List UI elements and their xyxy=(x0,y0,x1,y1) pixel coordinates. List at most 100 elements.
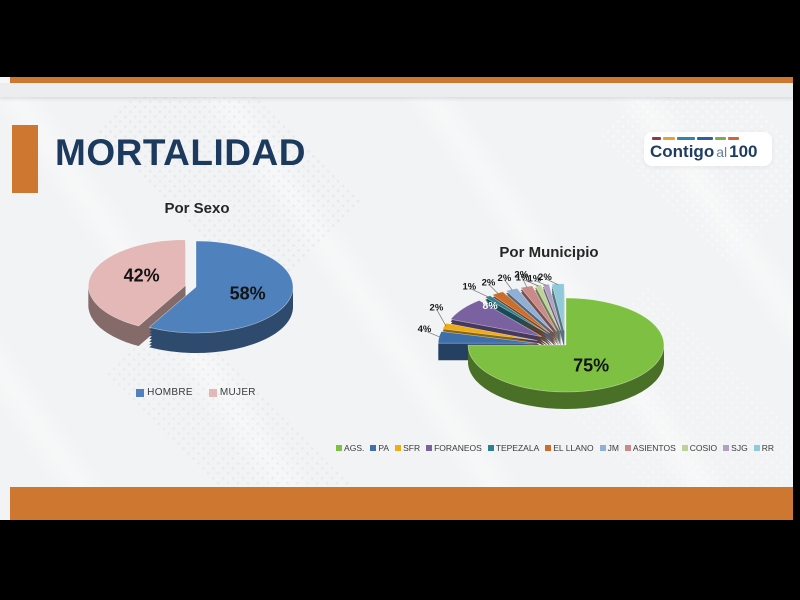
legend-item-tepezala: TEPEZALA xyxy=(487,443,540,453)
bottom-accent-bar xyxy=(10,487,793,520)
pie-label-hombre: 58% xyxy=(230,284,266,304)
chart-title-por-municipio: Por Municipio xyxy=(499,244,599,261)
logo-dash xyxy=(697,137,713,140)
logo-color-dashes xyxy=(652,137,764,140)
pie-label-asientos: 2% xyxy=(514,269,528,280)
logo-word-100: 100 xyxy=(729,142,758,161)
legend-swatch xyxy=(395,445,402,451)
legend-item-mujer: MUJER xyxy=(208,387,256,398)
legend-swatch xyxy=(487,445,494,451)
pie-slice-mujer xyxy=(88,239,186,327)
legend-label: PA xyxy=(378,443,390,453)
legend-swatch xyxy=(208,388,217,397)
logo-dash xyxy=(663,137,675,140)
pie-slice-wall-sjg xyxy=(542,286,562,334)
pie-label-leader xyxy=(469,287,489,298)
legend-item-rr: RR xyxy=(753,443,774,453)
legend-item-foraneos: FORANEOS xyxy=(426,443,482,453)
pie-label-sfr: 2% xyxy=(430,302,444,313)
title-accent-block xyxy=(12,125,38,193)
legend-label: RR xyxy=(761,443,774,453)
legend-label: SJG xyxy=(731,443,748,453)
pie-label-leader xyxy=(504,279,513,291)
legend-item-pa: PA xyxy=(370,443,389,453)
legend-swatch xyxy=(545,445,552,451)
pie-slice-wall-asientos xyxy=(520,288,557,334)
pie-label-leader xyxy=(436,308,447,327)
legend-item-sfr: SFR xyxy=(395,443,420,453)
legend-item-sjg: SJG xyxy=(723,443,748,453)
legend-label: FORANEOS xyxy=(434,443,482,453)
pie-label-foraneos: 8% xyxy=(483,300,499,312)
legend-item-asientos: ASIENTOS xyxy=(624,443,676,453)
legend-swatch xyxy=(681,445,688,451)
pie-slice-wall-cosio xyxy=(535,289,560,336)
pie-charts-canvas: 58%42%75%4%2% 8%1% 2% 2% 2%1%1%2% xyxy=(88,239,665,409)
pie-slice-foraneos xyxy=(450,299,542,337)
pie-slice-hombre xyxy=(148,240,294,334)
pie-label-pa: 4% xyxy=(418,324,432,335)
logo-dash xyxy=(677,137,695,140)
pie-label-leader xyxy=(520,275,528,288)
legend-label: AGS. xyxy=(344,443,365,453)
pie-slice-sfr xyxy=(442,322,538,341)
legend-item-ags-: AGS. xyxy=(336,443,364,453)
logo-dash xyxy=(652,137,661,140)
legend-swatch xyxy=(753,445,760,451)
pie-slice-wall-tepezala xyxy=(485,300,548,339)
pie-label-leader xyxy=(544,278,559,285)
pie-slice-rr xyxy=(551,283,565,331)
legend-label: COSIO xyxy=(689,443,718,453)
pie-slice-wall-cosio xyxy=(535,287,560,334)
legend-item-cosio: COSIO xyxy=(681,443,718,453)
legend-swatch xyxy=(336,445,343,451)
pie-label-leader xyxy=(522,278,539,287)
contigo-al-100-logo: Contigo al 100 xyxy=(644,132,772,166)
pie-label-leader xyxy=(424,330,442,338)
pie-slice-wall-tepezala xyxy=(485,298,548,337)
header-band xyxy=(0,83,793,97)
logo-dash xyxy=(728,137,739,140)
legend-label: TEPEZALA xyxy=(495,443,540,453)
legend-swatch xyxy=(723,445,730,451)
pie-label-sjg: 1% xyxy=(528,274,542,285)
pie-label-mujer: 42% xyxy=(124,266,160,286)
legend-item-jm: JM xyxy=(599,443,619,453)
logo-dash xyxy=(715,137,726,140)
logo-word-contigo: Contigo xyxy=(650,142,715,161)
legend-label: SFR xyxy=(403,443,421,453)
pie-label-jm: 2% xyxy=(498,273,512,284)
pie-slice-cosio xyxy=(534,284,560,332)
pie-label-leader xyxy=(488,283,499,295)
pie-slice-pa xyxy=(437,331,537,344)
legend-swatch xyxy=(136,388,145,397)
pie-label-cosio: 1% xyxy=(516,272,530,283)
legend-por-municipio: AGS. PA SFR FORANEOS TEPEZALA EL LLANO JM ASIEN… xyxy=(336,443,774,453)
legend-label: MUJER xyxy=(219,387,256,398)
legend-swatch xyxy=(370,445,377,451)
legend-item-el-llano: EL LLANO xyxy=(545,443,594,453)
pie-slice-ags- xyxy=(467,297,665,393)
legend-label: EL LLANO xyxy=(553,443,594,453)
pie-slice-wall-asientos xyxy=(520,290,557,337)
pie-slice-wall-jm xyxy=(506,290,554,335)
pie-label-ags-: 75% xyxy=(573,356,609,376)
pie-label-leader xyxy=(534,279,547,286)
legend-swatch xyxy=(599,445,606,451)
legend-label: JM xyxy=(607,443,619,453)
presentation-slide: MORTALIDAD Contigo al 100 Por Sexo Por Mun… xyxy=(0,77,793,520)
logo-text: Contigo al 100 xyxy=(650,142,766,162)
logo-word-al: al xyxy=(716,144,728,160)
chart-title-por-sexo: Por Sexo xyxy=(164,200,230,217)
pie-label-rr: 2% xyxy=(538,272,552,283)
legend-swatch xyxy=(624,445,631,451)
pie-label-el-llano: 2% xyxy=(482,277,496,288)
legend-label: HOMBRE xyxy=(147,387,193,398)
legend-swatch xyxy=(426,445,433,451)
pie-slice-sjg xyxy=(542,283,562,331)
legend-label: ASIENTOS xyxy=(632,443,676,453)
top-accent-bar xyxy=(10,77,793,83)
legend-por-sexo: HOMBRE MUJER xyxy=(66,387,326,398)
page-title: MORTALIDAD xyxy=(55,132,306,173)
